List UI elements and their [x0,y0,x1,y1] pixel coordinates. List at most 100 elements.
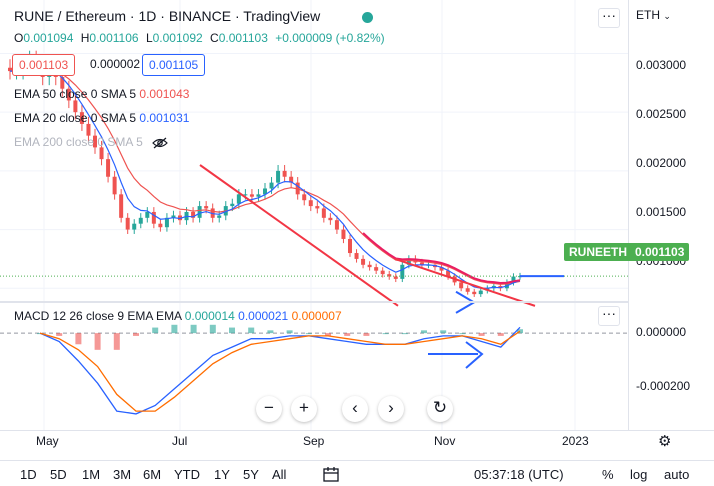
clock-readout[interactable]: 05:37:18 (UTC) [474,467,564,482]
macd-histogram-bar [171,324,178,334]
time-tick: May [36,434,59,448]
close-label: C [210,31,219,45]
candle-body [308,200,313,207]
macd-histogram-bar [517,329,523,334]
ema20-value: 0.001031 [139,111,190,125]
macd-tick: -0.000200 [636,379,691,393]
timeframe-1d[interactable]: 1D [20,467,37,482]
price-tick: 0.003000 [636,58,687,72]
price-axis[interactable] [628,0,714,430]
candle-body [446,270,451,277]
macd-histogram-bar [133,333,139,336]
time-tick: Nov [434,434,456,448]
timeframe-1y[interactable]: 1Y [214,467,230,482]
candle-body [269,182,274,189]
percent-toggle[interactable]: % [602,467,614,482]
candle-body [197,206,202,218]
currency-selector[interactable]: ETH ⌄ [636,8,671,22]
close-value: 0.001103 [218,31,268,45]
candle-body [99,147,104,160]
timeframe-all[interactable]: All [272,467,287,482]
eye-off-icon[interactable] [152,137,168,149]
macd-histogram-bar [190,324,197,334]
buy-price-box[interactable]: 0.001105 [142,54,206,76]
macd-arrow-icon [465,341,484,369]
macd-histogram-bar [152,327,159,334]
macd-histogram-bar [305,333,312,335]
spread-value: 0.000002 [84,54,147,76]
candle-body [361,258,366,265]
ema50-label: EMA 50 close 0 SMA 5 [14,87,137,101]
candle-body [138,217,143,224]
open-label: O [14,31,24,45]
reset-chart-button[interactable]: ↻ [427,396,453,422]
sell-price-box[interactable]: 0.001103 [12,54,76,76]
last-price-tag: 0.001103 [630,243,690,261]
timeframe-6m[interactable]: 6M [143,467,162,482]
ema50-legend[interactable]: EMA 50 close 0 SMA 5 0.001043 [14,87,189,101]
time-tick: Jul [172,434,188,448]
candle-body [112,176,117,195]
ema200-label: EMA 200 close 0 SMA 5 [14,135,143,149]
timeframe-5d[interactable]: 5D [50,467,67,482]
timeframe-5y[interactable]: 5Y [243,467,259,482]
ema50-line [10,66,521,285]
candle-body [249,194,254,197]
trendline-lower [394,257,536,307]
macd-histogram-bar [478,333,485,336]
timeframe-ytd[interactable]: YTD [174,467,200,482]
bottom-toolbar [0,460,714,486]
macd-histogram-bar [229,327,235,334]
high-label: H [80,31,90,45]
candle-body [387,274,392,277]
candle-body [217,215,222,218]
pane-separator[interactable] [0,301,628,303]
candle-body [459,282,464,289]
candle-body [380,270,385,275]
zoom-out-button[interactable]: − [256,396,282,422]
more-horizontal-icon[interactable]: ··· [598,8,620,28]
candle-body [73,100,78,113]
gear-icon[interactable]: ⚙ [658,433,672,450]
ema20-label: EMA 20 close 0 SMA 5 [14,111,137,125]
ema20-line [10,65,521,289]
candle-body [164,217,169,228]
ema200-legend[interactable]: EMA 200 close 0 SMA 5 [14,135,168,149]
timeframe-1m[interactable]: 1M [82,467,101,482]
scroll-left-button[interactable]: ‹ [342,396,368,422]
candle-body [178,215,182,221]
candle-body [263,188,267,195]
candle-body [478,290,483,295]
candle-body [302,194,307,201]
price-tick: 0.001500 [636,205,687,219]
macd-line-value: 0.000021 [238,309,289,323]
time-axis[interactable] [0,430,714,452]
macd-histogram-bar [248,327,255,334]
candle-body [8,67,12,72]
zoom-in-button[interactable]: + [291,396,317,422]
ema20-legend[interactable]: EMA 20 close 0 SMA 5 0.001031 [14,111,189,125]
time-tick: Sep [303,434,325,448]
price-tick: 0.002500 [636,107,687,121]
scroll-right-button[interactable]: › [378,396,404,422]
timeframe-3m[interactable]: 3M [113,467,132,482]
macd-histogram-bar [344,333,351,336]
macd-signal-value: 0.000007 [291,309,342,323]
candle-body [145,211,150,218]
calendar-range-icon[interactable] [323,467,339,482]
candle-body [406,258,411,265]
price-tick: 0.002000 [636,156,687,170]
macd-more-icon[interactable]: ··· [598,306,620,326]
candle-body [439,267,444,271]
log-toggle[interactable]: log [630,467,648,482]
candle-body [328,217,333,221]
candle-body [419,262,424,265]
macd-histogram-bar [459,333,466,335]
auto-toggle[interactable]: auto [664,467,690,482]
macd-legend[interactable]: MACD 12 26 close 9 EMA EMA 0.000014 0.00… [14,309,342,323]
ema200-line [362,232,521,285]
candle-body [256,194,261,197]
open-value: 0.001094 [23,31,74,45]
candle-body [289,176,294,183]
